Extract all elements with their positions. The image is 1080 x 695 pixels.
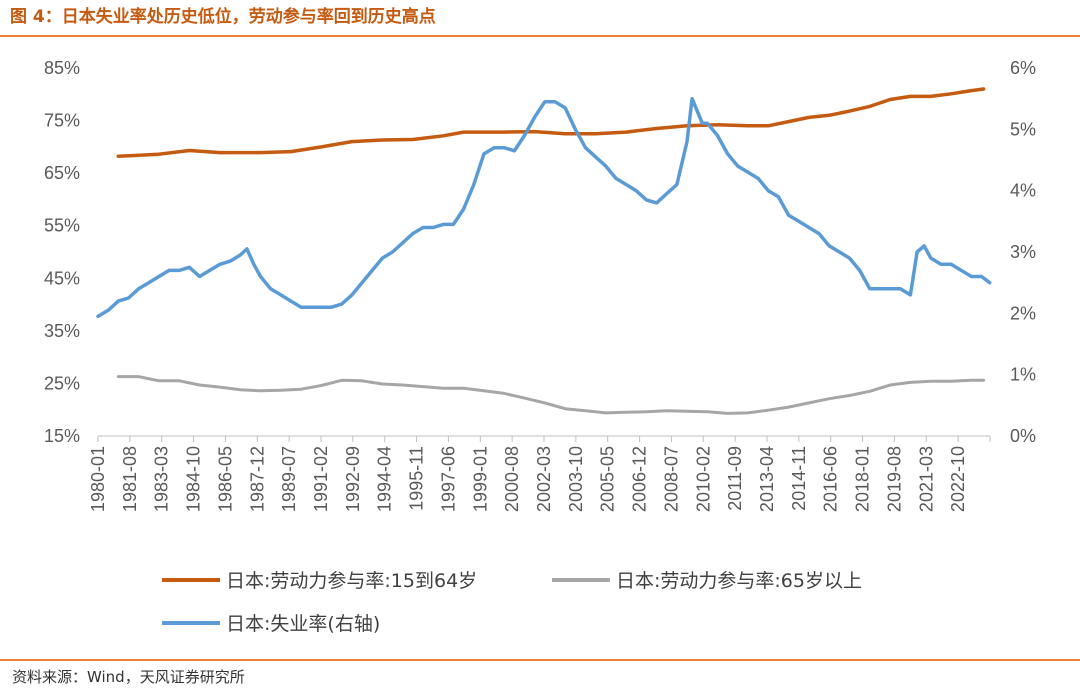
x-tick-label: 1995-11 bbox=[407, 446, 427, 511]
series-layer bbox=[96, 87, 992, 415]
x-tick-label: 2010-02 bbox=[693, 446, 713, 512]
x-tick-label: 1997-06 bbox=[438, 446, 458, 512]
legend: 日本:劳动力参与率:15到64岁 日本:劳动力参与率:65岁以上日本:失业率(右轴… bbox=[162, 570, 862, 635]
x-tick-label: 1987-12 bbox=[247, 446, 267, 512]
x-tick-label: 1994-04 bbox=[375, 446, 395, 512]
x-tick-label: 1992-09 bbox=[343, 446, 363, 512]
series-line-unemployment bbox=[96, 96, 992, 319]
series-line-lfpr-15-64 bbox=[116, 87, 986, 159]
x-tick-label: 2002-03 bbox=[534, 446, 554, 512]
source-note: 资料来源：Wind，天风证券研究所 bbox=[12, 668, 245, 686]
y-right-tick-label: 4% bbox=[1010, 181, 1036, 201]
x-tick-label: 1999-01 bbox=[470, 446, 490, 512]
x-tick-label: 2014-11 bbox=[789, 446, 809, 511]
y-left-tick-label: 35% bbox=[44, 321, 80, 341]
y-right-tick-label: 0% bbox=[1010, 426, 1036, 446]
x-tick-label: 2018-01 bbox=[853, 446, 873, 512]
y-left-tick-label: 85% bbox=[44, 58, 80, 78]
x-tick-label: 1989-07 bbox=[279, 446, 299, 512]
x-tick-label: 2021-03 bbox=[916, 446, 936, 512]
source-rule bbox=[0, 659, 1080, 661]
title-rule bbox=[0, 35, 1080, 37]
y-right-tick-label: 5% bbox=[1010, 119, 1036, 139]
axes: 85% 75% 65% 55% 45% 35% 25% 15% 6% 5% 4% 3% 2% 1% 0% 19… bbox=[44, 58, 1036, 512]
y-left-tick-label: 55% bbox=[44, 216, 80, 236]
y-left-tick-label: 25% bbox=[44, 373, 80, 393]
y-left-tick-label: 65% bbox=[44, 163, 80, 183]
y-right-tick-label: 1% bbox=[1010, 365, 1036, 385]
y-right-tick-label: 6% bbox=[1010, 58, 1036, 78]
line-chart: 85% 75% 65% 55% 45% 35% 25% 15% 6% 5% 4% 3% 2% 1% 0% 19… bbox=[44, 58, 1036, 635]
y-left-tick-label: 45% bbox=[44, 268, 80, 288]
x-tick-label: 2016-06 bbox=[821, 446, 841, 512]
legend-label: 日本:劳动力参与率:65岁以上 bbox=[616, 570, 862, 592]
x-tick-label: 1981-08 bbox=[120, 446, 140, 512]
x-tick-label: 1986-05 bbox=[215, 446, 235, 512]
x-tick-label: 2022-10 bbox=[948, 446, 968, 512]
x-tick-label: 2006-12 bbox=[630, 446, 650, 512]
legend-label: 日本:失业率(右轴) bbox=[226, 613, 380, 635]
x-tick-label: 1983-03 bbox=[152, 446, 172, 512]
x-tick-label: 2008-07 bbox=[661, 446, 681, 512]
x-tick-label: 1980-01 bbox=[88, 446, 108, 512]
series-line-lfpr-65-plus bbox=[116, 375, 986, 415]
chart-title: 图 4：日本失业率处历史低位，劳动参与率回到历史高点 bbox=[10, 7, 436, 27]
legend-label: 日本:劳动力参与率:15到64岁 bbox=[226, 570, 477, 592]
y-right-tick-label: 2% bbox=[1010, 303, 1036, 323]
x-tick-label: 2013-04 bbox=[757, 446, 777, 512]
y-left-tick-label: 15% bbox=[44, 426, 80, 446]
x-tick-label: 2019-08 bbox=[884, 446, 904, 512]
x-tick-label: 2000-08 bbox=[502, 446, 522, 512]
x-tick-label: 2011-09 bbox=[725, 446, 745, 511]
x-tick-label: 2005-05 bbox=[598, 446, 618, 512]
x-tick-label: 1991-02 bbox=[311, 446, 331, 512]
y-left-tick-label: 75% bbox=[44, 111, 80, 131]
y-right-tick-label: 3% bbox=[1010, 242, 1036, 262]
x-tick-label: 1984-10 bbox=[184, 446, 204, 512]
x-tick-label: 2003-10 bbox=[566, 446, 586, 512]
